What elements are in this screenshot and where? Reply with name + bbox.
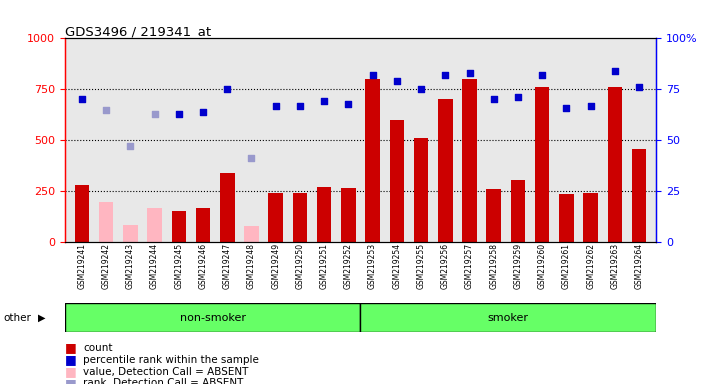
Text: ■: ■ xyxy=(65,377,76,384)
Text: GSM219253: GSM219253 xyxy=(368,243,377,289)
Bar xyxy=(462,79,477,242)
Point xyxy=(198,109,209,115)
Point xyxy=(173,111,185,117)
Point xyxy=(609,68,621,74)
Text: GSM219255: GSM219255 xyxy=(417,243,425,289)
Point xyxy=(633,84,645,90)
Text: GSM219245: GSM219245 xyxy=(174,243,183,289)
Bar xyxy=(317,187,332,242)
Text: GSM219243: GSM219243 xyxy=(125,243,135,289)
Text: smoker: smoker xyxy=(488,313,528,323)
Text: ■: ■ xyxy=(65,353,76,366)
Point xyxy=(270,103,281,109)
FancyBboxPatch shape xyxy=(65,303,360,332)
Text: GSM219242: GSM219242 xyxy=(102,243,110,289)
Point xyxy=(342,101,354,107)
Text: non-smoker: non-smoker xyxy=(180,313,246,323)
Text: value, Detection Call = ABSENT: value, Detection Call = ABSENT xyxy=(83,367,248,377)
Text: other: other xyxy=(4,313,32,323)
Point xyxy=(536,72,548,78)
Bar xyxy=(632,149,647,242)
Point xyxy=(415,86,427,93)
Point xyxy=(585,103,596,109)
Text: GSM219252: GSM219252 xyxy=(344,243,353,289)
Bar xyxy=(341,188,355,242)
Bar xyxy=(123,225,138,242)
Text: GSM219241: GSM219241 xyxy=(77,243,87,289)
Bar xyxy=(147,209,162,242)
Bar xyxy=(389,120,404,242)
Bar xyxy=(293,193,307,242)
Point xyxy=(246,156,257,162)
Text: percentile rank within the sample: percentile rank within the sample xyxy=(83,355,259,365)
Text: GSM219250: GSM219250 xyxy=(296,243,304,289)
Text: rank, Detection Call = ABSENT: rank, Detection Call = ABSENT xyxy=(83,378,243,384)
Text: GSM219258: GSM219258 xyxy=(490,243,498,289)
Bar xyxy=(583,193,598,242)
Text: GSM219256: GSM219256 xyxy=(441,243,450,289)
Point xyxy=(149,111,160,117)
Point xyxy=(512,94,523,101)
Bar xyxy=(438,99,453,242)
Text: ▶: ▶ xyxy=(37,313,45,323)
Bar xyxy=(510,180,526,242)
Text: GSM219249: GSM219249 xyxy=(271,243,280,289)
Point xyxy=(125,143,136,149)
Text: GSM219247: GSM219247 xyxy=(223,243,231,289)
Bar xyxy=(559,194,574,242)
FancyBboxPatch shape xyxy=(360,303,656,332)
Point xyxy=(319,98,330,104)
Text: GSM219246: GSM219246 xyxy=(198,243,208,289)
Text: GSM219260: GSM219260 xyxy=(538,243,547,289)
Bar xyxy=(244,226,259,242)
Bar xyxy=(414,138,428,242)
Text: GSM219254: GSM219254 xyxy=(392,243,402,289)
Bar xyxy=(74,185,89,242)
Text: GSM219251: GSM219251 xyxy=(319,243,329,289)
Bar xyxy=(487,189,501,242)
Text: ■: ■ xyxy=(65,365,76,378)
Bar xyxy=(220,173,234,242)
Text: GSM219257: GSM219257 xyxy=(465,243,474,289)
Bar xyxy=(172,212,186,242)
Bar xyxy=(535,87,549,242)
Text: GSM219244: GSM219244 xyxy=(150,243,159,289)
Text: GSM219261: GSM219261 xyxy=(562,243,571,289)
Bar xyxy=(608,87,622,242)
Text: ■: ■ xyxy=(65,341,76,354)
Bar xyxy=(366,79,380,242)
Point xyxy=(488,96,500,103)
Text: GSM219263: GSM219263 xyxy=(611,243,619,289)
Point xyxy=(440,72,451,78)
Text: GSM219259: GSM219259 xyxy=(513,243,523,289)
Point xyxy=(561,104,572,111)
Point xyxy=(294,103,306,109)
Bar xyxy=(195,209,211,242)
Point xyxy=(76,96,88,103)
Bar xyxy=(268,193,283,242)
Text: count: count xyxy=(83,343,112,353)
Point xyxy=(221,86,233,93)
Point xyxy=(367,72,379,78)
Point xyxy=(100,107,112,113)
Text: GSM219248: GSM219248 xyxy=(247,243,256,289)
Text: GSM219262: GSM219262 xyxy=(586,243,596,289)
Text: GSM219264: GSM219264 xyxy=(634,243,644,289)
Text: GDS3496 / 219341_at: GDS3496 / 219341_at xyxy=(65,25,211,38)
Point xyxy=(391,78,402,84)
Point xyxy=(464,70,475,76)
Bar xyxy=(99,202,113,242)
